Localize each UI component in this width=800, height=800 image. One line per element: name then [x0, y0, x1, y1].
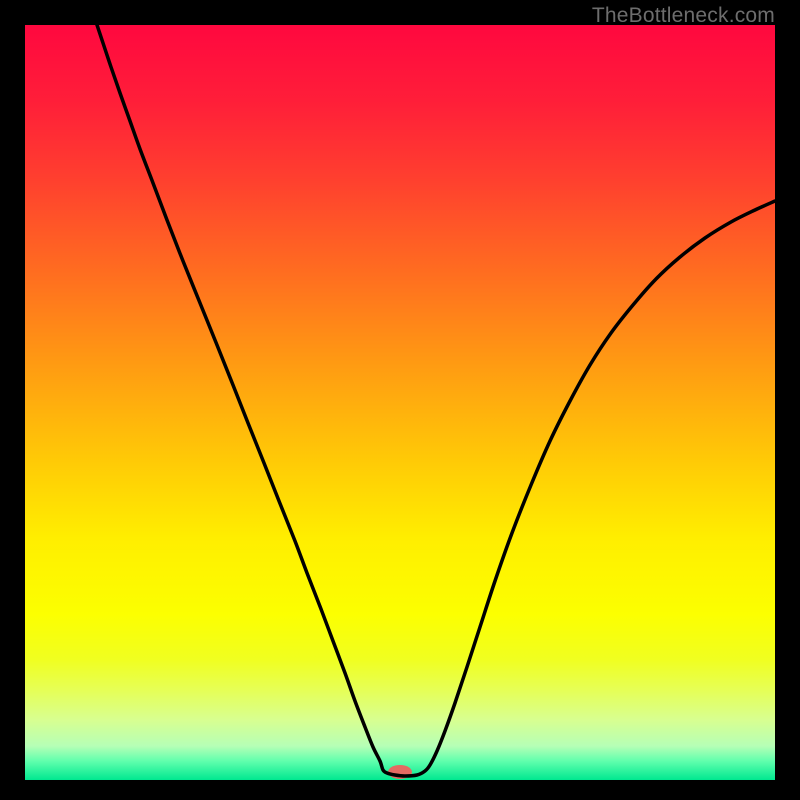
- bottleneck-chart: [25, 25, 775, 780]
- plot-area: [25, 25, 775, 780]
- chart-frame: TheBottleneck.com: [0, 0, 800, 800]
- watermark-text: TheBottleneck.com: [592, 4, 775, 28]
